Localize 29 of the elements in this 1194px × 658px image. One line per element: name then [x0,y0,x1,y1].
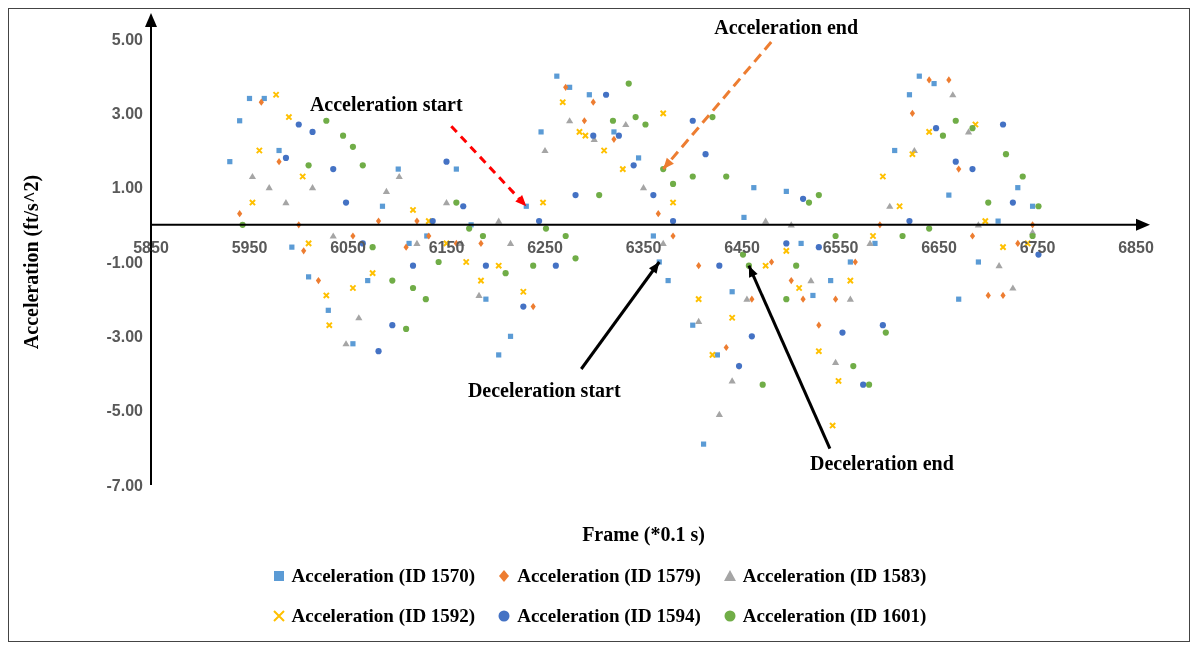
y-tick-label: -3.00 [106,328,144,346]
y-tick-label: -7.00 [106,476,144,494]
y-tick-label: -1.00 [106,253,144,271]
legend-label: Acceleration (ID 1579) [517,565,701,587]
legend-label: Acceleration (ID 1570) [291,565,476,587]
legend-label: Acceleration (ID 1583) [742,565,927,587]
legend-label: Acceleration (ID 1592) [291,605,476,627]
x-tick-label: 5950 [231,239,268,257]
x-tick-label: 6750 [1019,239,1056,257]
x-tick-label: 6250 [527,239,563,257]
annotation: Acceleration end [714,15,859,38]
annotation: Deceleration start [467,378,621,401]
x-tick-label: 6650 [921,239,957,257]
x-tick-label: 6150 [428,239,465,257]
x-tick-label: 6350 [625,239,662,257]
y-tick-label: -5.00 [106,402,144,420]
x-tick-label: 6450 [724,239,760,257]
y-tick-label: 5.00 [111,30,144,48]
legend-label: Acceleration (ID 1594) [517,605,701,627]
legend-label: Acceleration (ID 1601) [742,605,927,627]
x-axis-title: Frame (*0.1 s) [582,523,705,546]
x-tick-label: 6550 [822,239,859,257]
annotation: Acceleration start [309,92,463,115]
annotation: Deceleration end [809,452,954,475]
y-tick-label: 1.00 [111,179,144,197]
x-tick-label: 6050 [330,239,366,257]
y-axis-title: Acceleration (ft/s^2) [20,174,44,350]
y-tick-label: 3.00 [111,105,144,123]
x-tick-label: 6850 [1118,239,1154,257]
